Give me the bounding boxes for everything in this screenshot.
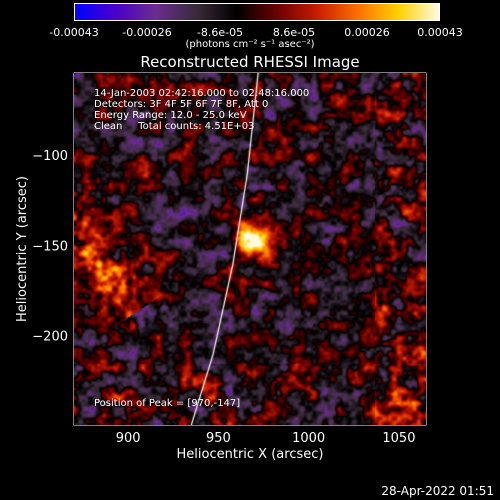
peak-position-text: Position of Peak = [970,-147]: [94, 398, 241, 409]
colorbar-tick: 0.00043: [417, 26, 463, 39]
y-axis-label: Heliocentric Y (arcsec): [15, 176, 30, 322]
heatmap-plot: [74, 73, 426, 425]
colorbar: [74, 3, 440, 21]
heatmap-image: [74, 73, 426, 425]
detectors-text: Detectors: 3F 4F 5F 6F 7F 8F, Att 0: [94, 99, 269, 110]
x-axis-label: Heliocentric X (arcsec): [177, 447, 324, 462]
clean-counts-text: Clean Total counts: 4.51E+03: [94, 121, 255, 132]
colorbar-tick: 8.6e-05: [272, 26, 316, 39]
y-tick-label: −150: [32, 239, 68, 254]
x-tick-label: 1000: [292, 431, 325, 446]
y-tick-label: −100: [32, 149, 68, 164]
energy-range-text: Energy Range: 12.0 - 25.0 keV: [94, 110, 247, 121]
x-tick-label: 900: [116, 431, 141, 446]
colorbar-units: (photons cm⁻² s⁻¹ asec⁻²): [185, 39, 315, 50]
y-tick-label: −200: [32, 330, 68, 345]
x-tick-label: 950: [206, 431, 231, 446]
colorbar-tick: -8.6e-05: [196, 26, 244, 39]
footer-timestamp: 28-Apr-2022 01:51: [381, 484, 494, 498]
colorbar-tick: 0.00026: [344, 26, 390, 39]
colorbar-tick: -0.00026: [122, 26, 172, 39]
colorbar-tick: -0.00043: [49, 26, 99, 39]
chart-title: Reconstructed RHESSI Image: [140, 53, 360, 71]
time-range-text: 14-Jan-2003 02:42:16.000 to 02:48:16.000: [94, 88, 310, 99]
x-tick-label: 1050: [382, 431, 415, 446]
